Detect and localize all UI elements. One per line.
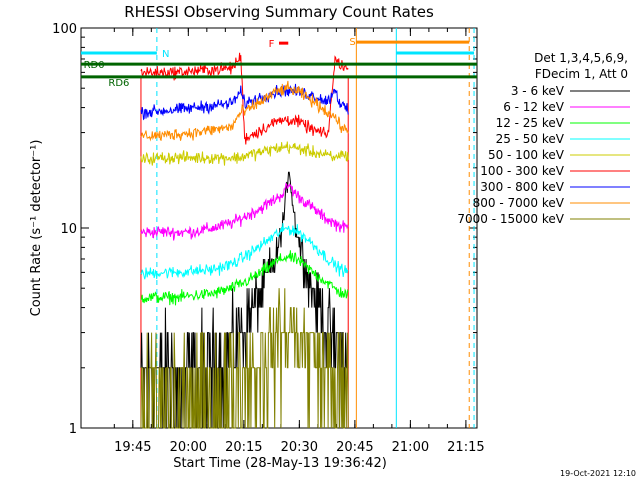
- x-tick-label: 20:15: [225, 440, 262, 455]
- footer-timestamp: 19-Oct-2021 12:10: [560, 469, 636, 478]
- legend: 3 - 6 keV 6 - 12 keV 12 - 25 keV 25 - 50 ke…: [457, 84, 630, 226]
- plot-frame: [80, 27, 478, 429]
- legend-header-detectors: Det 1,3,4,5,6,9,: [534, 51, 628, 65]
- night-flag-label: N: [162, 49, 169, 60]
- rd0-flag-label: RD0: [84, 60, 105, 71]
- x-tick-label: 21:15: [447, 440, 484, 455]
- rd6-flag-label: RD6: [108, 78, 129, 89]
- series-line: [140, 52, 349, 145]
- series-line: [140, 222, 349, 280]
- series-line: [140, 80, 349, 142]
- legend-header-decimation: FDecim 1, Att 0: [535, 67, 628, 81]
- y-tick-label: 10: [60, 222, 77, 237]
- x-tick-label: 20:00: [170, 440, 207, 455]
- saa-flag-label: S: [349, 37, 355, 48]
- x-tick-label: 20:30: [281, 440, 318, 455]
- legend-entry-label: 12 - 25 keV: [496, 116, 565, 130]
- series-line: [140, 83, 349, 121]
- series-line: [140, 250, 349, 306]
- chart-title: RHESSI Observing Summary Count Rates: [124, 3, 434, 21]
- legend-entry-label: 800 - 7000 keV: [473, 196, 565, 210]
- y-axis-label: Count Rate (s⁻¹ detector⁻¹): [29, 140, 44, 317]
- y-tick-label: 100: [52, 22, 77, 37]
- legend-entry-label: 3 - 6 keV: [511, 84, 565, 98]
- y-tick-label: 1: [69, 422, 77, 437]
- series-line: [140, 171, 349, 429]
- series-line: [140, 182, 349, 241]
- legend-entry-label: 100 - 300 keV: [480, 164, 564, 178]
- x-axis-label: Start Time (28-May-13 19:36:42): [173, 456, 387, 471]
- legend-entry-label: 50 - 100 keV: [488, 148, 565, 162]
- series-line: [140, 141, 349, 166]
- plot-area: 1 10 100 19:45 20:00 20:15 20:30 20:45 21:00 21:1…: [52, 22, 484, 455]
- legend-entry-label: 7000 - 15000 keV: [457, 212, 564, 226]
- flare-flag-label: F: [269, 39, 275, 50]
- x-tick-label: 19:45: [114, 440, 151, 455]
- x-tick-label: 21:00: [392, 440, 429, 455]
- legend-entry-label: 300 - 800 keV: [480, 180, 564, 194]
- legend-entry-label: 6 - 12 keV: [503, 100, 565, 114]
- series-line: [140, 288, 349, 429]
- x-tick-label: 20:45: [336, 440, 373, 455]
- legend-entry-label: 25 - 50 keV: [496, 132, 565, 146]
